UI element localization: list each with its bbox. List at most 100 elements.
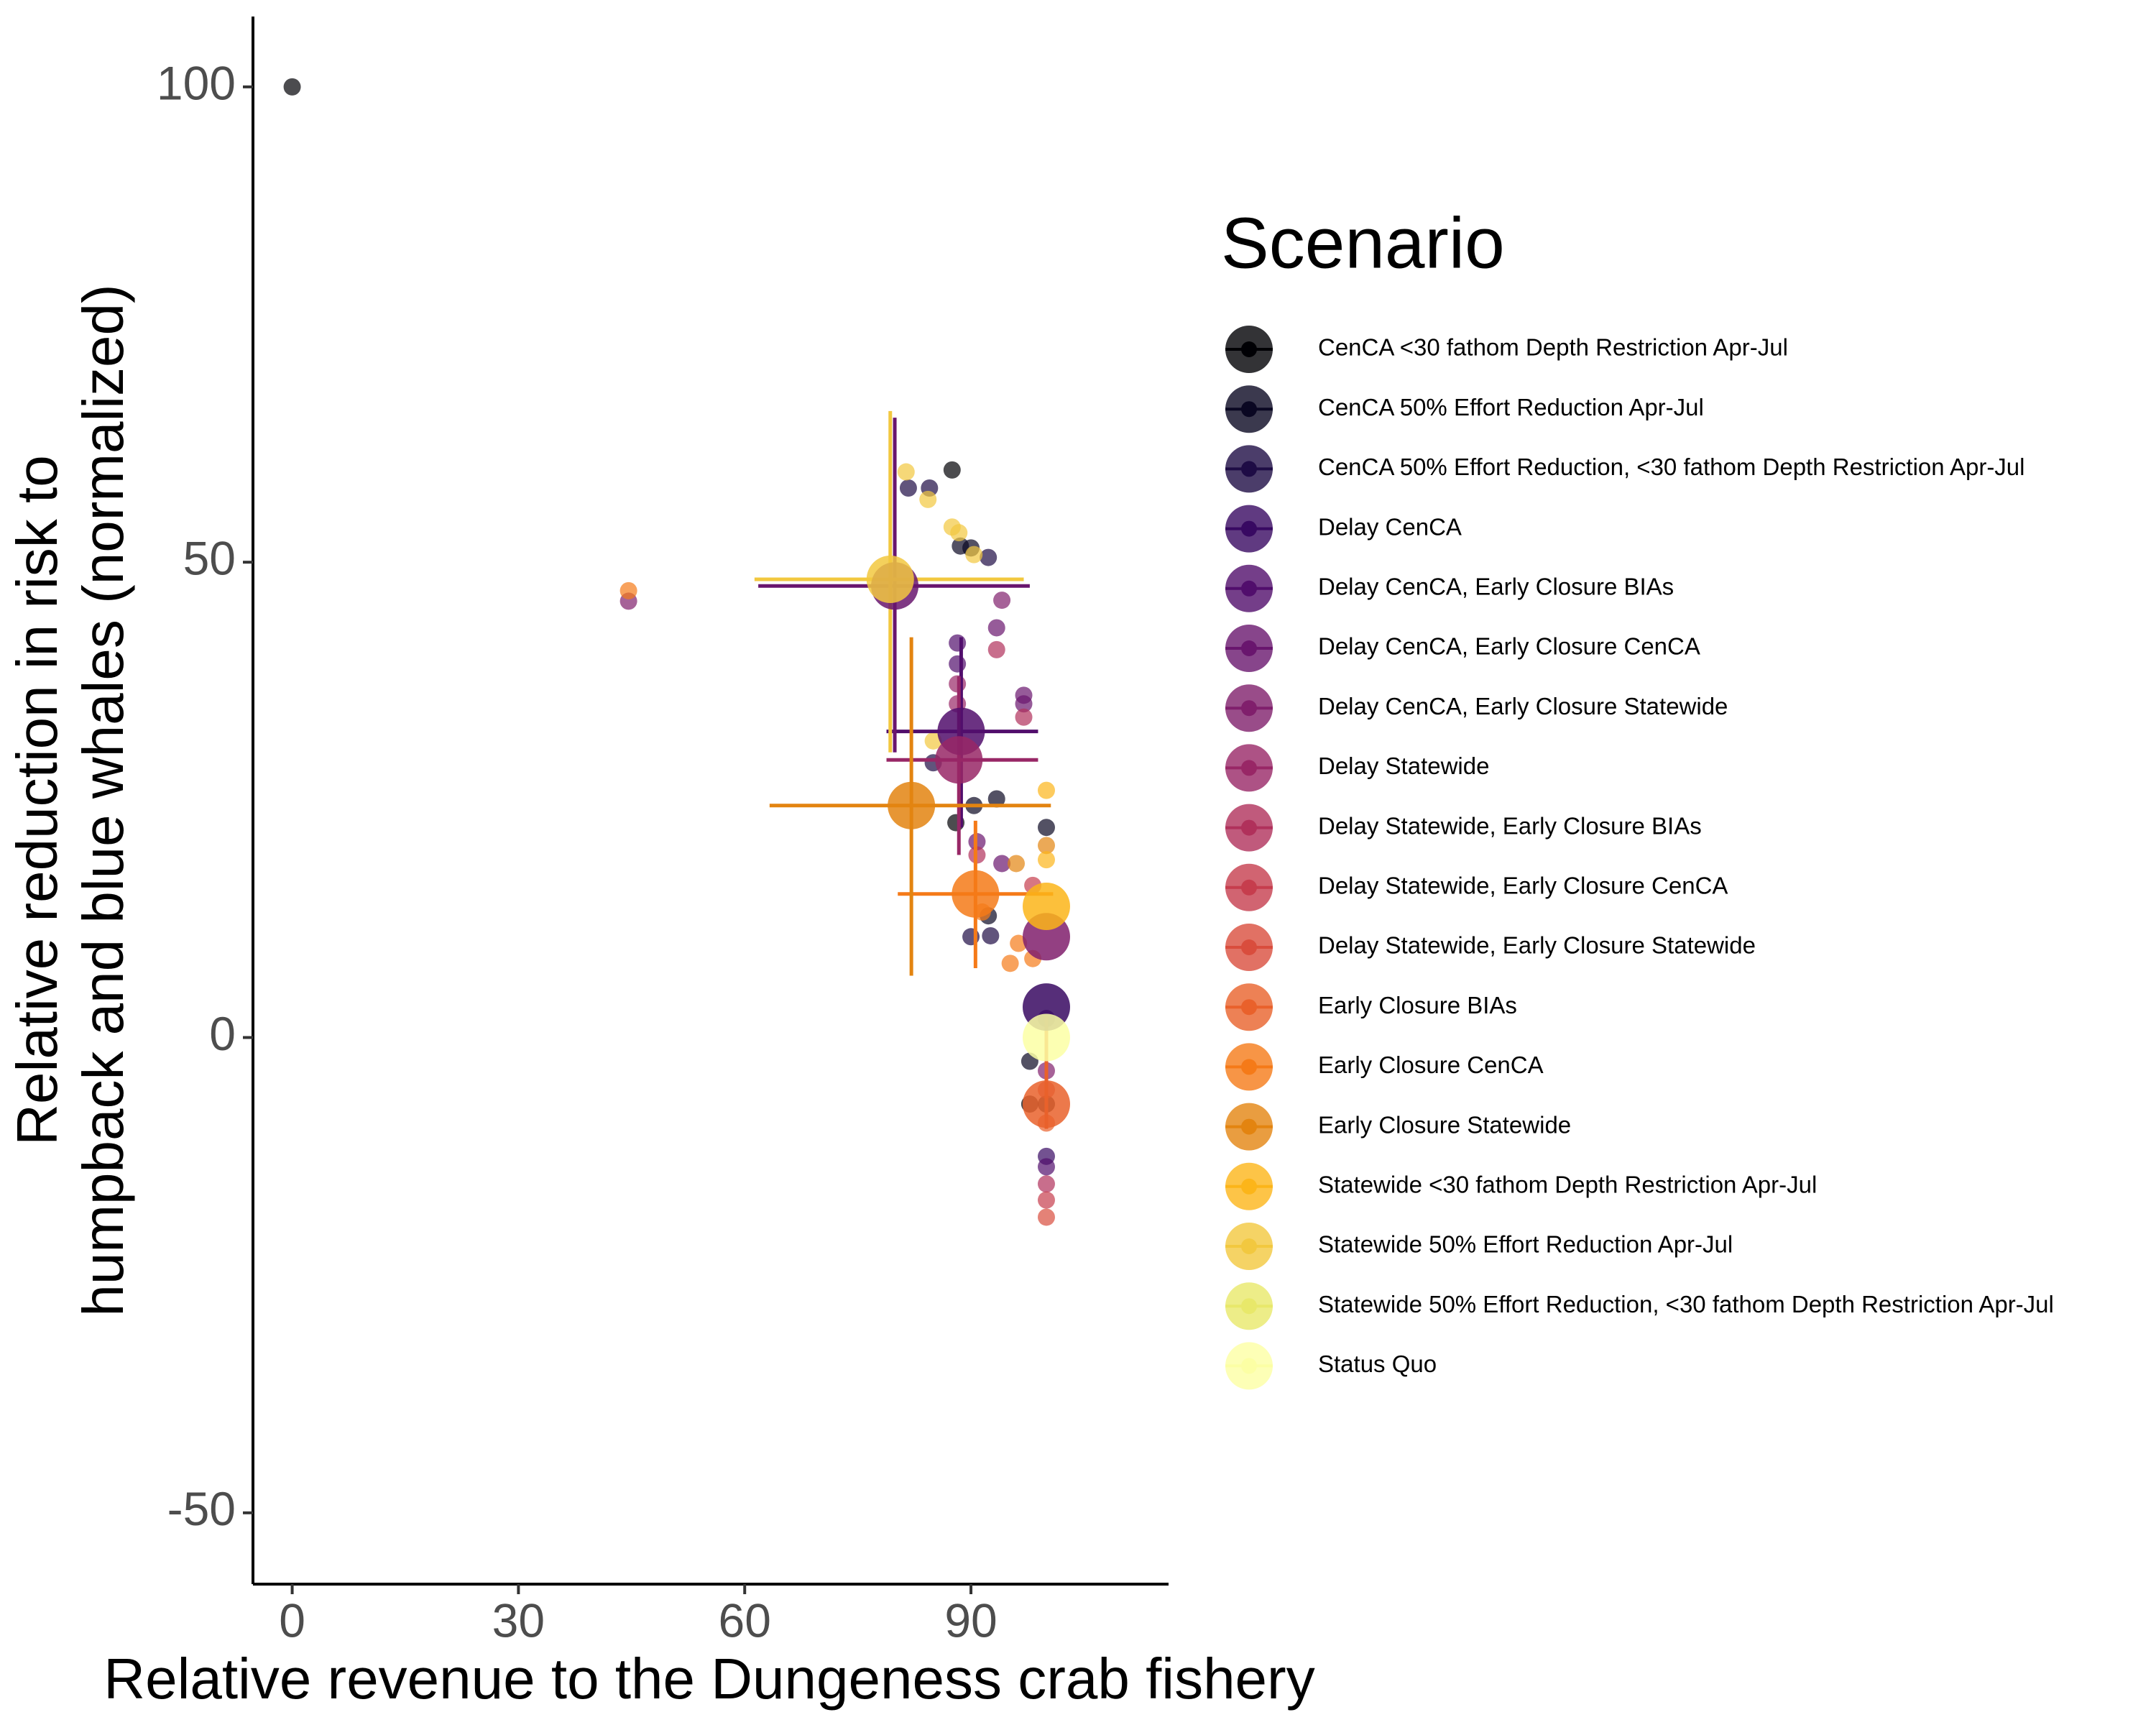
legend-key-dot <box>1241 1118 1257 1135</box>
legend-key-dot <box>1241 819 1257 836</box>
legend-item: CenCA <30 fathom Depth Restriction Apr-J… <box>1225 326 1788 373</box>
means <box>866 555 1070 1128</box>
legend-title: Scenario <box>1221 203 1505 283</box>
point <box>987 619 1005 637</box>
point <box>980 548 998 566</box>
legend-item: CenCA 50% Effort Reduction, <30 fathom D… <box>1225 445 2025 493</box>
legend-label: Statewide 50% Effort Reduction Apr-Jul <box>1318 1231 1733 1258</box>
legend-item: Delay CenCA, Early Closure BIAs <box>1225 564 1674 612</box>
legend-label: Delay CenCA, Early Closure Statewide <box>1318 693 1728 719</box>
points <box>283 78 1055 1226</box>
legend-key-dot <box>1241 1059 1257 1075</box>
point <box>943 461 961 479</box>
legend-key-dot <box>1241 520 1257 537</box>
legend-label: CenCA 50% Effort Reduction Apr-Jul <box>1318 394 1704 420</box>
legend-item: Delay Statewide <box>1225 744 1489 792</box>
point <box>982 926 1000 944</box>
legend-label: Statewide <30 fathom Depth Restriction A… <box>1318 1172 1817 1198</box>
legend-key-dot <box>1241 461 1257 477</box>
point <box>950 524 968 542</box>
x-tick-label: 60 <box>719 1593 771 1647</box>
point <box>1037 851 1055 869</box>
y-axis-title: humpback and blue whales (normalized) <box>71 284 135 1316</box>
legend-item: Statewide 50% Effort Reduction, <30 fath… <box>1225 1282 2054 1330</box>
legend-item: CenCA 50% Effort Reduction Apr-Jul <box>1225 385 1704 433</box>
legend-label: Delay CenCA, Early Closure CenCA <box>1318 633 1700 660</box>
point <box>919 490 937 508</box>
point <box>965 546 983 564</box>
y-tick-label: 100 <box>157 56 236 109</box>
legend-item: Statewide <30 fathom Depth Restriction A… <box>1225 1162 1817 1210</box>
legend-key-dot <box>1241 999 1257 1016</box>
point <box>1037 1191 1055 1209</box>
point <box>1015 695 1033 713</box>
point <box>1001 954 1019 972</box>
legend-label: Delay CenCA <box>1318 513 1462 540</box>
legend-item: Delay Statewide, Early Closure BIAs <box>1225 804 1702 852</box>
legend-key-dot <box>1241 1358 1257 1374</box>
y-axis-title: Relative reduction in risk to <box>5 455 69 1145</box>
legend-item: Delay Statewide, Early Closure Statewide <box>1225 924 1756 971</box>
legend-label: Status Quo <box>1318 1351 1437 1377</box>
legend-key-dot <box>1241 401 1257 418</box>
point <box>1037 1158 1055 1176</box>
x-axis-title: Relative revenue to the Dungeness crab f… <box>103 1647 1314 1711</box>
mean-point <box>935 736 983 784</box>
mean-point <box>1022 1080 1070 1128</box>
y-tick-label: 50 <box>183 532 236 585</box>
x-tick-label: 0 <box>279 1593 305 1647</box>
legend-key-dot <box>1241 939 1257 955</box>
point <box>283 78 301 96</box>
point <box>987 790 1005 808</box>
mean-point <box>888 781 936 829</box>
legend-label: Early Closure BIAs <box>1318 992 1517 1018</box>
point <box>924 732 942 750</box>
point <box>1015 708 1033 726</box>
legend-label: Delay CenCA, Early Closure BIAs <box>1318 574 1674 600</box>
mean-point <box>866 555 914 603</box>
point <box>899 479 917 497</box>
legend-key-dot <box>1241 580 1257 597</box>
legend-label: Delay Statewide, Early Closure Statewide <box>1318 932 1756 959</box>
point <box>619 581 637 599</box>
x-tick-label: 30 <box>492 1593 545 1647</box>
legend-label: Delay Statewide, Early Closure BIAs <box>1318 812 1702 839</box>
legend-key-dot <box>1241 1178 1257 1195</box>
legend-key-dot <box>1241 341 1257 357</box>
legend-item: Early Closure CenCA <box>1225 1043 1544 1091</box>
legend-label: Statewide 50% Effort Reduction, <30 fath… <box>1318 1291 2054 1317</box>
legend-label: Early Closure Statewide <box>1318 1111 1571 1138</box>
legend-key-dot <box>1241 879 1257 896</box>
point <box>1008 855 1026 873</box>
legend-label: CenCA <30 fathom Depth Restriction Apr-J… <box>1318 334 1788 361</box>
point <box>1037 1208 1055 1226</box>
legend-item: Delay Statewide, Early Closure CenCA <box>1225 863 1728 911</box>
legend-label: CenCA 50% Effort Reduction, <30 fathom D… <box>1318 454 2025 480</box>
legend-label: Delay Statewide <box>1318 753 1489 779</box>
legend-item: Early Closure BIAs <box>1225 983 1517 1031</box>
y-tick-label: 0 <box>209 1007 236 1060</box>
legend-item: Delay CenCA <box>1225 505 1462 553</box>
legend-key-dot <box>1241 640 1257 656</box>
x-tick-label: 90 <box>944 1593 997 1647</box>
legend-key-dot <box>1241 700 1257 717</box>
point <box>949 655 967 673</box>
legend-label: Early Closure CenCA <box>1318 1052 1544 1078</box>
legend-key-dot <box>1241 1298 1257 1315</box>
legend-label: Delay Statewide, Early Closure CenCA <box>1318 873 1728 899</box>
legend-key-dot <box>1241 1238 1257 1254</box>
legend-item: Statewide 50% Effort Reduction Apr-Jul <box>1225 1223 1733 1270</box>
point <box>1037 781 1055 799</box>
legend-item: Early Closure Statewide <box>1225 1103 1571 1151</box>
mean-point <box>952 870 1000 918</box>
legend-item: Delay CenCA, Early Closure CenCA <box>1225 625 1700 672</box>
point <box>897 463 915 481</box>
legend-item: Status Quo <box>1225 1342 1437 1390</box>
legend-key-dot <box>1241 760 1257 776</box>
y-tick-label: -50 <box>167 1482 236 1535</box>
point <box>1037 837 1055 855</box>
mean-point <box>1022 1013 1070 1062</box>
point <box>987 640 1005 658</box>
